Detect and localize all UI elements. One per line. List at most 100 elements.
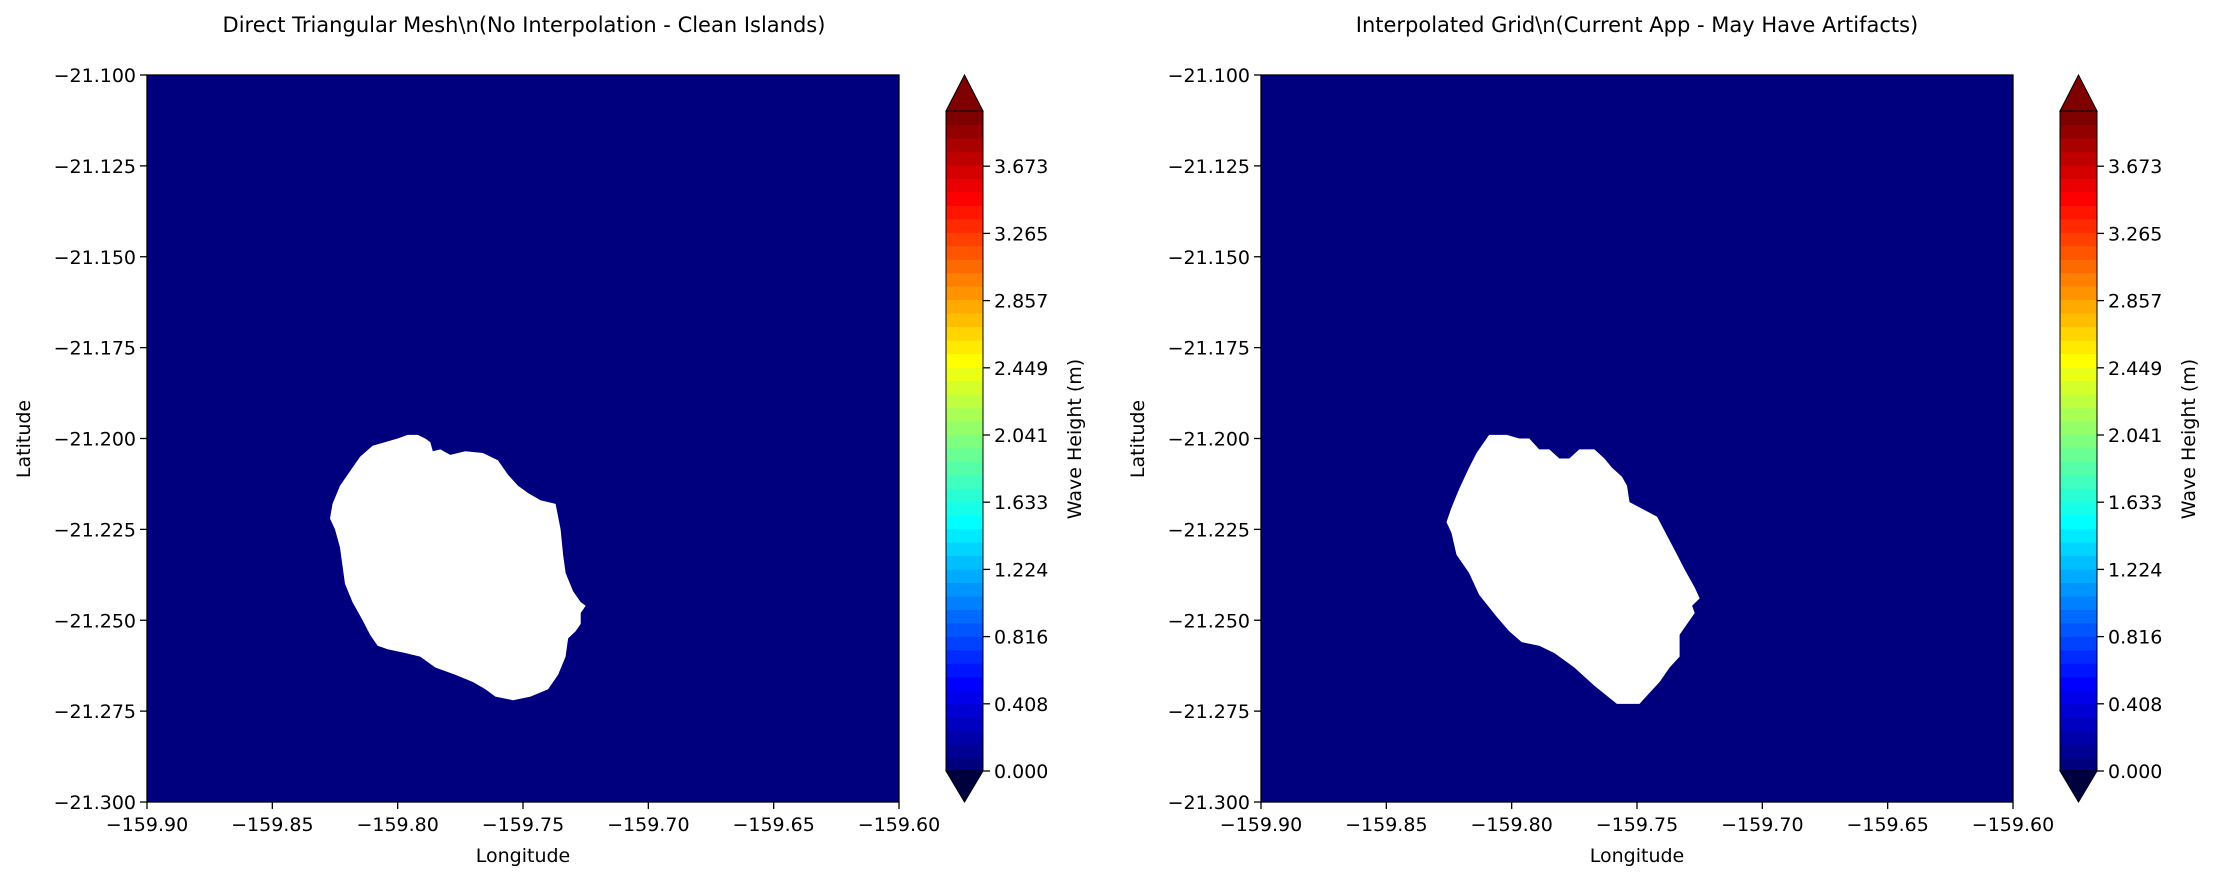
- colorbar-band: [946, 676, 983, 691]
- colorbar-band: [2060, 111, 2097, 126]
- colorbar-band: [946, 353, 983, 368]
- colorbar-tick-label: 2.449: [994, 358, 1048, 380]
- island-shape: [330, 434, 586, 701]
- colorbar-band: [2060, 232, 2097, 247]
- colorbar-band: [946, 622, 983, 637]
- colorbar-band: [2060, 434, 2097, 449]
- y-axis-label: Latitude: [1127, 400, 1149, 478]
- colorbar-band: [2060, 353, 2097, 368]
- colorbar-band: [2060, 326, 2097, 341]
- colorbar-band: [2060, 542, 2097, 557]
- colorbar-band: [2060, 137, 2097, 153]
- colorbar-band: [2060, 124, 2097, 139]
- colorbar-tick-label: 0.000: [2108, 761, 2162, 783]
- colorbar-band: [946, 542, 983, 557]
- y-tick-label: −21.100: [54, 65, 136, 87]
- colorbar-label: Wave Height (m): [1064, 359, 1086, 519]
- colorbar-band: [2060, 245, 2097, 260]
- y-tick-label: −21.175: [54, 338, 136, 360]
- colorbar-band: [2060, 676, 2097, 691]
- colorbar-band: [2060, 757, 2097, 772]
- colorbar-band: [946, 178, 983, 193]
- colorbar-tick-label: 1.224: [994, 559, 1048, 581]
- colorbar-tick-label: 2.449: [2108, 358, 2162, 380]
- colorbar-band: [2060, 299, 2097, 314]
- colorbar-band: [946, 744, 983, 759]
- colorbar-band: [946, 420, 983, 435]
- colorbar-tick-label: 2.041: [2108, 425, 2162, 447]
- colorbar-extend-min: [2059, 770, 2098, 803]
- x-tick-label: −159.70: [607, 814, 689, 836]
- colorbar-band: [946, 272, 983, 287]
- colorbar-tick-label: 3.265: [994, 223, 1048, 245]
- colorbar-band: [2060, 205, 2097, 220]
- colorbar-band: [946, 299, 983, 314]
- colorbar-frame: [945, 110, 984, 772]
- colorbar-band: [2060, 528, 2097, 543]
- colorbar-band: [2060, 339, 2097, 355]
- colorbar-band: [2060, 622, 2097, 637]
- x-tick-label: −159.75: [482, 814, 564, 836]
- colorbar-band: [946, 124, 983, 139]
- colorbar-band: [946, 474, 983, 489]
- colorbar-band: [2060, 420, 2097, 435]
- y-tick-label: −21.275: [1168, 701, 1250, 723]
- colorbar-band: [2060, 191, 2097, 206]
- y-tick-label: −21.200: [1168, 429, 1250, 451]
- colorbar-band: [946, 407, 983, 422]
- colorbar-band: [2060, 259, 2097, 274]
- y-tick-label: −21.300: [1168, 792, 1250, 814]
- colorbar-band: [2060, 515, 2097, 530]
- colorbar-band: [2060, 609, 2097, 624]
- colorbar-band: [946, 515, 983, 530]
- colorbar-band: [946, 259, 983, 274]
- colorbar-band: [2060, 474, 2097, 489]
- colorbar-tick-label: 0.000: [994, 761, 1048, 783]
- colorbar-band: [946, 703, 983, 718]
- y-axis: −21.100 −21.125 −21.150 −21.175 −21.200 −21.2…: [54, 65, 147, 814]
- colorbar-band: [946, 649, 983, 664]
- colorbar-band: [2060, 730, 2097, 745]
- colorbar-band: [2060, 649, 2097, 664]
- x-tick-label: −159.85: [231, 814, 313, 836]
- colorbar-tick-label: 0.816: [994, 627, 1048, 649]
- colorbar: 0.000 0.408 0.816 1.224 1.633 2.041 2.449 2.857…: [945, 73, 1048, 803]
- colorbar-band: [946, 636, 983, 651]
- chart-title: Interpolated Grid\n(Current App - May Ha…: [1356, 13, 1919, 37]
- colorbar-band: [946, 690, 983, 705]
- colorbar-band: [2060, 447, 2097, 462]
- colorbar-band: [946, 326, 983, 341]
- colorbar-band: [946, 609, 983, 624]
- colorbar-band: [2060, 313, 2097, 328]
- colorbar-band: [946, 137, 983, 153]
- colorbar-band: [946, 205, 983, 220]
- y-tick-label: −21.300: [54, 792, 136, 814]
- colorbar-tick-label: 0.816: [2108, 627, 2162, 649]
- x-tick-label: −159.65: [1846, 814, 1928, 836]
- x-tick-label: −159.85: [1345, 814, 1427, 836]
- y-axis: −21.100 −21.125 −21.150 −21.175 −21.200 −21.2…: [1168, 65, 1261, 814]
- colorbar-tick-label: 0.408: [994, 694, 1048, 716]
- colorbar-band: [946, 366, 983, 381]
- y-tick-label: −21.125: [54, 156, 136, 178]
- colorbar-tick-label: 2.041: [994, 425, 1048, 447]
- colorbar-band: [946, 501, 983, 516]
- x-tick-label: −159.60: [858, 814, 940, 836]
- colorbar-band: [2060, 703, 2097, 718]
- colorbar-band: [2060, 286, 2097, 301]
- colorbar-band: [946, 232, 983, 247]
- colorbar-band: [2060, 555, 2097, 570]
- colorbar-band: [2060, 393, 2097, 408]
- y-tick-label: −21.275: [54, 701, 136, 723]
- colorbar-tick-label: 1.633: [994, 492, 1048, 514]
- x-axis-label: Longitude: [1590, 845, 1685, 867]
- x-axis-label: Longitude: [476, 845, 571, 867]
- colorbar-extend-max: [2059, 73, 2098, 112]
- colorbar-tick-label: 1.224: [2108, 559, 2162, 581]
- colorbar-band: [2060, 595, 2097, 610]
- colorbar-tick-label: 2.857: [994, 291, 1048, 313]
- x-tick-label: −159.80: [356, 814, 438, 836]
- panel-right: Interpolated Grid\n(Current App - May Ha…: [1127, 13, 2200, 867]
- colorbar-band: [946, 434, 983, 449]
